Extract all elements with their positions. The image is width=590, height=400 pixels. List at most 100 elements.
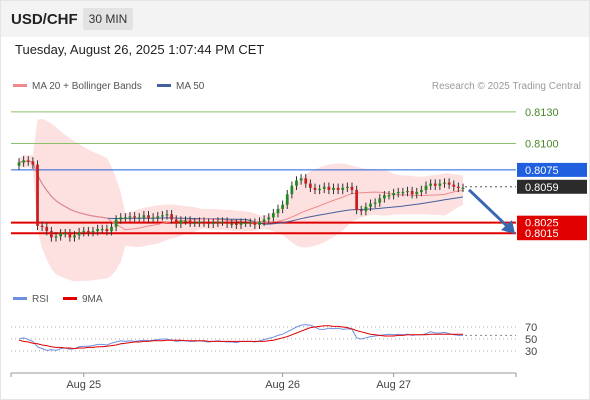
candle-body — [452, 184, 456, 187]
legend-rsi: RSI — [13, 294, 49, 305]
candle-body — [401, 192, 405, 194]
candle-body — [68, 233, 72, 238]
candle — [267, 213, 271, 224]
legend-9ma: 9MA — [63, 294, 103, 305]
candle-body — [378, 198, 382, 203]
candle — [309, 179, 312, 193]
candle — [443, 178, 446, 188]
candle-body — [128, 216, 132, 218]
level-label: 0.8015 — [525, 228, 559, 240]
candle-body — [318, 188, 321, 191]
credit-text: Research © 2025 Trading Central — [431, 81, 581, 92]
candle — [230, 219, 234, 228]
candle — [170, 210, 173, 224]
candle-body — [114, 219, 118, 227]
level-tag — [517, 226, 587, 241]
candle — [216, 217, 220, 227]
candle — [100, 224, 104, 234]
candle — [40, 221, 44, 232]
candle — [161, 211, 164, 221]
candle-body — [142, 215, 146, 218]
candle-body — [82, 231, 86, 233]
candle — [276, 204, 280, 218]
candle — [36, 160, 39, 231]
candle-body — [184, 220, 187, 222]
legend-rsi-label: RSI — [32, 294, 49, 305]
candle — [262, 215, 266, 226]
candle — [424, 181, 428, 195]
candle — [54, 232, 58, 242]
candle-body — [156, 216, 160, 218]
candle — [452, 180, 456, 191]
candle-body — [40, 225, 44, 228]
candle-body — [22, 160, 25, 163]
candle — [383, 191, 386, 203]
candle-body — [285, 194, 289, 205]
level-label: 0.8059 — [525, 182, 559, 194]
candle-body — [225, 221, 229, 224]
candle-body — [137, 217, 141, 219]
x-tick-label: Aug 27 — [376, 379, 411, 391]
candle — [429, 179, 432, 190]
candle — [156, 212, 160, 222]
rsi-line — [18, 324, 463, 351]
candle-body — [248, 222, 252, 224]
candle — [63, 229, 67, 238]
candle-body — [87, 231, 90, 233]
candle-body — [410, 191, 414, 195]
candle-body — [406, 191, 409, 193]
candle-body — [369, 203, 372, 207]
candle — [91, 226, 95, 237]
rsi-tick-label: 30 — [525, 346, 537, 358]
candle-body — [350, 186, 354, 190]
rsi-tick-label: 70 — [525, 322, 537, 334]
candle — [336, 183, 340, 195]
timeframe-badge[interactable]: 30 MIN — [83, 8, 133, 30]
candle — [461, 183, 465, 193]
candle — [45, 222, 49, 236]
candle-body — [295, 180, 298, 186]
level-tag — [517, 215, 587, 230]
candle-body — [359, 210, 363, 212]
candle-body — [457, 186, 460, 188]
symbol-label: USD/CHF — [11, 11, 78, 28]
x-tick-label: Aug 25 — [66, 379, 101, 391]
candle-body — [433, 183, 437, 186]
candle — [346, 182, 349, 193]
price-level-target: 0.8130 — [11, 107, 559, 119]
price-level-last: 0.8059 — [465, 179, 587, 194]
candle-body — [443, 182, 446, 184]
candle — [318, 184, 321, 195]
candle-body — [336, 187, 340, 190]
candle-body — [290, 185, 294, 195]
candle — [304, 174, 308, 188]
candle-body — [244, 222, 247, 224]
level-label: 0.8130 — [525, 107, 559, 119]
x-axis: Aug 25 Aug 26 Aug 27 — [10, 372, 517, 391]
candle-body — [373, 202, 377, 204]
candle — [31, 157, 35, 169]
candle — [87, 226, 90, 237]
candle-body — [461, 187, 465, 190]
candle-body — [355, 189, 358, 210]
candle-body — [211, 222, 215, 224]
candle — [133, 212, 136, 222]
candle-body — [341, 187, 345, 190]
candle — [96, 224, 99, 236]
candle — [327, 182, 331, 195]
candle — [114, 215, 118, 232]
candle — [142, 211, 146, 222]
candle-body — [276, 208, 280, 214]
candle-body — [420, 189, 423, 193]
price-level-resistance: 0.8075 — [11, 162, 587, 177]
candle — [457, 182, 460, 193]
forecast-arrow — [467, 188, 509, 228]
candle — [128, 212, 132, 222]
candle — [225, 217, 229, 228]
candle — [202, 217, 206, 227]
candle — [151, 213, 155, 223]
candle — [378, 194, 382, 207]
price-level-support: 0.8015 — [11, 226, 587, 241]
